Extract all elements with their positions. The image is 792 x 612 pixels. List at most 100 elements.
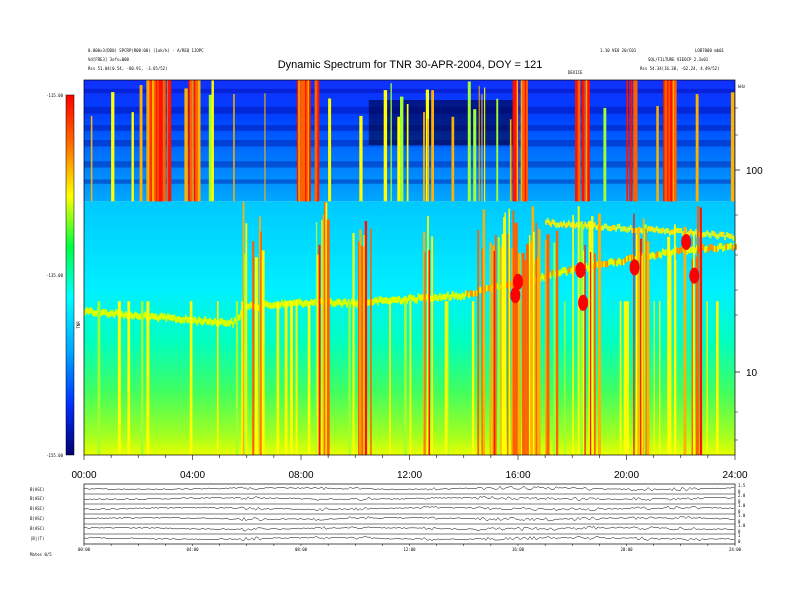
emission-line-segment [559,270,562,277]
header-right-line4: Rss 54.34(16.38, -62.24, 4.49/52) [640,66,719,71]
burst-lower [623,301,627,455]
emission-line-segment [160,312,163,319]
burst-lower [583,250,585,455]
burst-lower [244,253,246,455]
burst-lower [512,210,515,455]
emission-line-segment [557,270,560,277]
burst-lower [189,301,193,455]
emission-line-segment [175,317,177,324]
emission-line-upper-segment [667,228,670,234]
hot-spot [578,294,589,311]
burst-lower [642,218,645,455]
burst-lower [295,301,298,455]
emission-line-upper-segment [680,228,683,234]
burst-lower [241,301,244,455]
emission-line-segment [660,252,662,259]
emission-line-segment [455,291,457,298]
burst-lower [364,221,368,455]
emission-line-segment [416,297,418,304]
emission-line-segment [569,265,571,272]
emission-line-segment [450,294,453,301]
emission-line-segment [733,242,736,249]
emission-line-segment [194,317,197,324]
burst-lower [518,253,521,455]
emission-line-segment [435,294,438,301]
burst-lower [572,214,574,455]
burst-lower [674,224,676,455]
emission-line-segment [233,317,236,324]
emission-line-segment [543,274,545,281]
burst-lower [653,301,655,455]
burst-upper [90,115,93,202]
burst-lower [326,219,330,455]
burst-lower [444,301,448,455]
emission-line-segment [634,256,636,263]
hot-spot [510,287,521,304]
emission-line-segment [679,247,682,254]
emission-line-segment [320,297,322,304]
emission-line-segment [232,321,234,328]
burst-lower [428,250,430,455]
emission-line-segment [386,298,389,305]
emission-line-upper-segment [616,224,619,230]
emission-line-segment [630,254,633,261]
emission-line-upper-segment [670,229,673,235]
emission-line-segment [731,245,734,252]
emission-line-segment [124,311,127,318]
header-left-line3: Rss 51.04(0.54, -80.91, -3.65/52) [88,66,167,71]
emission-line-segment [137,314,140,320]
emission-line-upper-segment [621,226,624,232]
burst-upper [671,80,674,202]
burst-upper [208,94,212,202]
burst-upper [233,94,235,202]
burst-lower [482,209,486,455]
emission-line-segment [206,318,208,325]
emission-line-segment [612,260,615,267]
emission-line-segment [567,267,570,274]
panel-x-tick: 04:00 [186,547,199,552]
emission-line-segment [604,260,607,267]
emission-line-segment [250,301,252,308]
burst-upper [317,80,320,202]
emission-line-segment [560,268,563,275]
emission-line-segment [391,296,394,303]
burst-lower [519,252,521,455]
burst-lower [322,214,324,455]
panel-right-tick: 1 [738,533,741,538]
high-band-stripe [84,161,735,168]
emission-line-upper-segment [646,227,648,233]
high-band-stripe [84,179,735,184]
burst-upper [665,80,668,202]
burst-lower [619,301,622,455]
emission-line-segment [158,314,161,321]
burst-lower [626,301,629,455]
burst-lower [508,208,510,455]
emission-line-segment [157,316,160,323]
emission-line-segment [448,294,451,301]
emission-line-segment [155,313,158,320]
emission-line-segment [611,258,614,265]
emission-line-upper-segment [657,228,660,234]
emission-line-upper-segment [611,225,614,230]
emission-line-upper-segment [551,219,554,225]
burst-lower [477,230,480,455]
emission-line-upper-segment [629,225,632,230]
emission-line-segment [344,298,347,305]
emission-line-segment [412,295,415,302]
emission-line-segment [490,285,493,292]
emission-line-upper-segment [677,228,679,234]
emission-line-segment [626,255,628,262]
burst-lower [119,301,121,455]
emission-line-segment [403,296,405,303]
emission-line-upper-segment [724,235,726,241]
emission-line-segment [476,290,479,296]
emission-line-segment [717,245,719,252]
emission-line-upper-segment [709,233,712,239]
colorbar-tick: -115.00 [46,93,63,98]
emission-line-upper-segment [618,223,621,229]
emission-line-segment [134,311,137,318]
emission-line-upper-segment [582,224,585,230]
emission-line-segment [728,243,731,250]
emission-line-segment [396,297,399,304]
emission-line-segment [228,320,231,327]
